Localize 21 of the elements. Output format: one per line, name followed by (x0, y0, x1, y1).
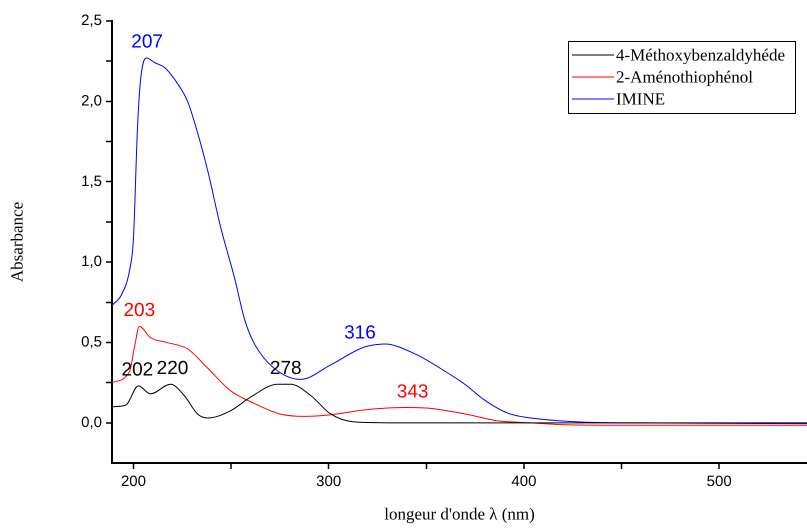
x-tick-label: 500 (706, 473, 732, 490)
annotation: 220 (156, 358, 188, 379)
legend-label: IMINE (616, 89, 666, 108)
y-tick-label: 2,5 (81, 12, 102, 30)
annotation: 316 (344, 322, 376, 344)
annotation: 207 (131, 32, 163, 53)
line-series (112, 326, 807, 426)
x-tick-label: 200 (120, 473, 146, 490)
legend-label: 4-Méthoxybenzaldyhéde (616, 45, 786, 64)
y-tick-label: 1,5 (81, 172, 102, 190)
y-tick-label: 2,0 (81, 92, 102, 110)
y-tick-label: 0,5 (81, 334, 102, 351)
x-axis-title: longeur d'onde λ (nm) (384, 504, 535, 524)
x-tick-label: 300 (316, 473, 342, 490)
annotation: 203 (123, 300, 156, 322)
y-tick-label: 0,0 (81, 414, 102, 431)
y-tick-label: 1,0 (81, 253, 102, 270)
y-axis-title: Absarbance (8, 202, 27, 282)
legend-label: 2-Aménothiophénol (616, 67, 754, 86)
x-tick-label: 400 (511, 473, 536, 490)
annotation: 343 (396, 381, 428, 402)
